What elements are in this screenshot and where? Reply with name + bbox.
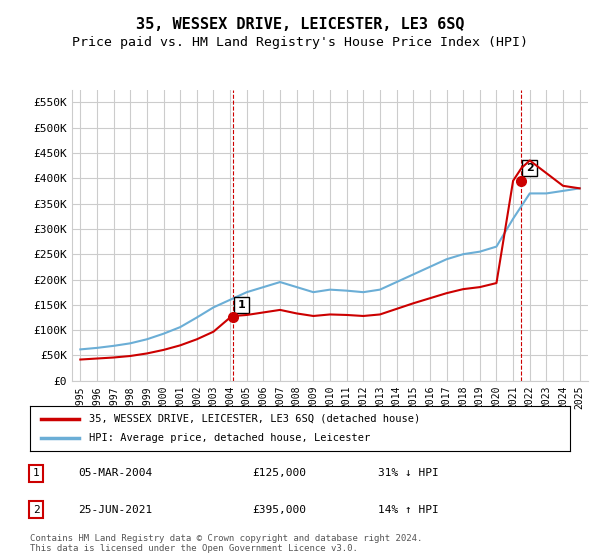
Text: 2: 2 [526, 163, 533, 173]
Text: 05-MAR-2004: 05-MAR-2004 [78, 468, 152, 478]
Text: HPI: Average price, detached house, Leicester: HPI: Average price, detached house, Leic… [89, 433, 371, 444]
Text: 35, WESSEX DRIVE, LEICESTER, LE3 6SQ: 35, WESSEX DRIVE, LEICESTER, LE3 6SQ [136, 17, 464, 32]
Text: £125,000: £125,000 [252, 468, 306, 478]
Text: 1: 1 [238, 300, 245, 310]
Text: Price paid vs. HM Land Registry's House Price Index (HPI): Price paid vs. HM Land Registry's House … [72, 36, 528, 49]
Text: 1: 1 [32, 468, 40, 478]
Text: 35, WESSEX DRIVE, LEICESTER, LE3 6SQ (detached house): 35, WESSEX DRIVE, LEICESTER, LE3 6SQ (de… [89, 413, 421, 423]
Text: 2: 2 [32, 505, 40, 515]
Text: 31% ↓ HPI: 31% ↓ HPI [378, 468, 439, 478]
Text: 14% ↑ HPI: 14% ↑ HPI [378, 505, 439, 515]
Text: Contains HM Land Registry data © Crown copyright and database right 2024.
This d: Contains HM Land Registry data © Crown c… [30, 534, 422, 553]
Text: £395,000: £395,000 [252, 505, 306, 515]
Text: 25-JUN-2021: 25-JUN-2021 [78, 505, 152, 515]
